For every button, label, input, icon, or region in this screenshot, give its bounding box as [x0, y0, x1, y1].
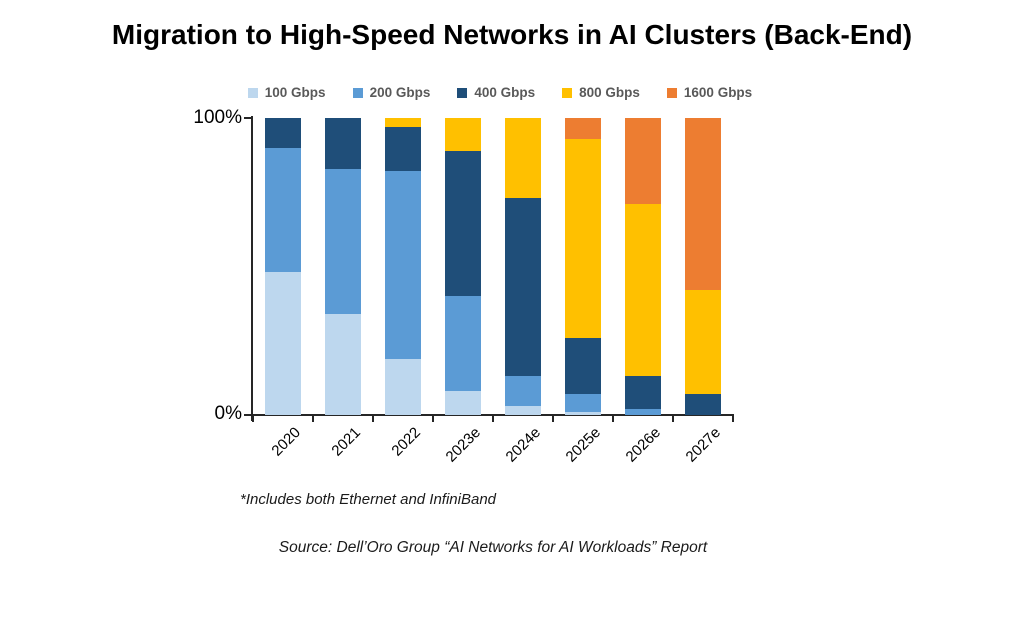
bar-2026e — [625, 118, 661, 415]
x-axis-tick-8 — [732, 416, 734, 422]
y-axis-line — [251, 116, 253, 421]
y-axis-label-0: 0% — [214, 403, 242, 424]
legend-label: 200 Gbps — [369, 85, 431, 100]
source-line: Source: Dell’Oro Group “AI Networks for … — [278, 539, 708, 556]
bar-2027e — [685, 118, 721, 415]
x-axis-tick-7 — [672, 416, 674, 422]
legend-label: 100 Gbps — [264, 85, 326, 100]
legend-item-100-gbps: 100 Gbps — [247, 85, 326, 100]
x-axis-label-2022: 2022 — [388, 424, 425, 460]
segment-2027e-1600-gbps — [685, 118, 721, 291]
x-axis-tick-6 — [612, 416, 614, 422]
segment-2027e-400-gbps — [685, 394, 721, 415]
segment-2020-200-gbps — [265, 147, 301, 273]
segment-2024e-200-gbps — [505, 376, 541, 407]
legend-label: 800 Gbps — [579, 85, 640, 100]
x-axis-tick-3 — [432, 416, 434, 422]
segment-2026e-800-gbps — [625, 204, 661, 377]
segment-2023e-400-gbps — [445, 150, 481, 297]
bar-slot-2023e — [433, 118, 493, 415]
legend-swatch-icon — [562, 87, 573, 98]
segment-2023e-100-gbps — [445, 391, 481, 415]
x-axis-label-2020: 2020 — [268, 424, 305, 460]
x-axis-tick-4 — [492, 416, 494, 422]
segment-2020-100-gbps — [265, 272, 301, 415]
x-axis-label-2021: 2021 — [328, 424, 365, 460]
legend-swatch-icon — [352, 87, 363, 98]
segment-2026e-200-gbps — [625, 409, 661, 415]
bar-2025e — [565, 118, 601, 415]
bar-slot-2022 — [373, 118, 433, 415]
segment-2026e-1600-gbps — [625, 118, 661, 205]
segment-2025e-100-gbps — [565, 412, 601, 415]
segment-2027e-800-gbps — [685, 290, 721, 395]
legend-label: 400 Gbps — [474, 85, 536, 100]
legend-swatch-icon — [457, 87, 468, 98]
chart-title: Migration to High-Speed Networks in AI C… — [111, 19, 913, 50]
bar-slot-2027e — [673, 118, 733, 415]
segment-2024e-400-gbps — [505, 198, 541, 377]
segment-2025e-200-gbps — [565, 394, 601, 413]
y-axis-tick-100 — [244, 117, 252, 119]
x-axis-label-2024e: 2024e — [502, 424, 545, 466]
x-axis-label-2027e: 2027e — [682, 424, 725, 466]
bar-2022 — [385, 118, 421, 415]
legend: 100 Gbps 200 Gbps 400 Gbps 800 Gbps 1600 Gbp… — [0, 85, 1000, 100]
legend-item-400-gbps: 400 Gbps — [457, 85, 535, 100]
segment-2026e-400-gbps — [625, 376, 661, 410]
bar-slot-2024e — [493, 118, 553, 415]
segment-2022-400-gbps — [385, 126, 421, 172]
segment-2021-200-gbps — [325, 168, 361, 315]
bar-2024e — [505, 118, 541, 415]
legend-swatch-icon — [247, 87, 258, 98]
segment-2021-100-gbps — [325, 314, 361, 415]
bar-2021 — [325, 118, 361, 415]
legend-item-800-gbps: 800 Gbps — [562, 85, 640, 100]
x-axis-tick-0 — [252, 416, 254, 422]
bar-slot-2025e — [553, 118, 613, 415]
x-axis-tick-2 — [372, 416, 374, 422]
legend-item-200-gbps: 200 Gbps — [352, 85, 431, 100]
legend-label: 1600 Gbps — [683, 85, 753, 100]
y-axis-label-100: 100% — [193, 107, 242, 128]
bar-slot-2021 — [313, 118, 373, 415]
x-axis-line — [244, 414, 734, 416]
segment-2023e-200-gbps — [445, 296, 481, 392]
x-axis-label-2026e: 2026e — [622, 424, 665, 466]
x-axis-tick-1 — [312, 416, 314, 422]
x-axis-label-2025e: 2025e — [562, 424, 605, 466]
x-axis-tick-5 — [552, 416, 554, 422]
segment-2022-100-gbps — [385, 358, 421, 415]
segment-2020-400-gbps — [265, 118, 301, 148]
segment-2025e-800-gbps — [565, 138, 601, 338]
bar-2023e — [445, 118, 481, 415]
segment-2021-400-gbps — [325, 118, 361, 169]
bar-slot-2020 — [253, 118, 313, 415]
footnote: *Includes both Ethernet and InfiniBand — [240, 491, 497, 508]
bar-2020 — [265, 118, 301, 415]
segment-2025e-1600-gbps — [565, 118, 601, 139]
segment-2022-200-gbps — [385, 171, 421, 359]
plot-area — [253, 118, 733, 415]
x-axis-label-2023e: 2023e — [442, 424, 485, 466]
legend-swatch-icon — [666, 87, 677, 98]
legend-item-1600-gbps: 1600 Gbps — [666, 85, 753, 100]
segment-2023e-800-gbps — [445, 118, 481, 151]
bar-slot-2026e — [613, 118, 673, 415]
segment-2022-800-gbps — [385, 118, 421, 127]
segment-2025e-400-gbps — [565, 337, 601, 395]
segment-2024e-100-gbps — [505, 406, 541, 415]
segment-2024e-800-gbps — [505, 118, 541, 199]
